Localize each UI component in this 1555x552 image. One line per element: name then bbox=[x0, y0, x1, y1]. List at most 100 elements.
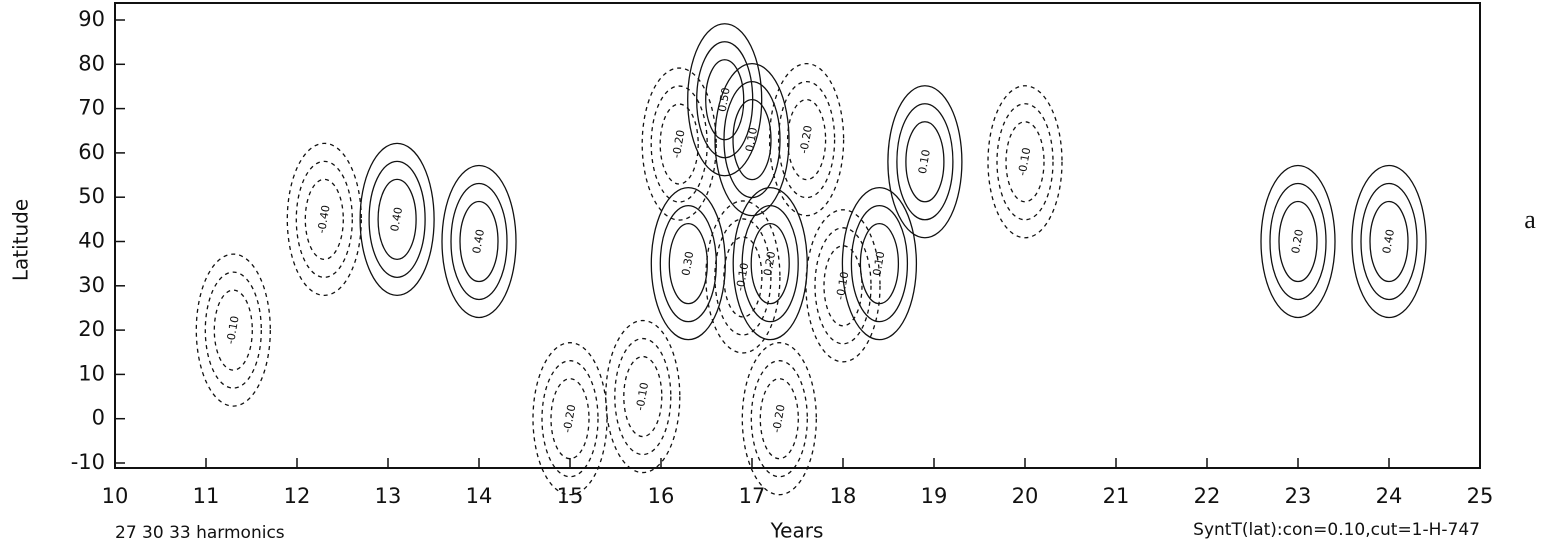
contour-label: -0.10 bbox=[633, 381, 651, 411]
contour-line bbox=[368, 160, 426, 279]
x-axis-label: Years bbox=[770, 519, 824, 543]
x-tick-label: 24 bbox=[1376, 484, 1403, 508]
x-tick-label: 15 bbox=[557, 484, 584, 508]
contour-line bbox=[732, 186, 808, 341]
contour-line bbox=[1005, 121, 1045, 203]
contour-label: -0.10 bbox=[224, 315, 242, 345]
contour-line bbox=[823, 245, 863, 327]
y-tick-label: 20 bbox=[78, 317, 105, 341]
contour-line bbox=[850, 204, 909, 323]
contour-line bbox=[213, 289, 253, 371]
contour-line bbox=[732, 98, 772, 181]
contour-line bbox=[441, 164, 517, 319]
contour-line bbox=[1369, 200, 1409, 283]
x-tick-label: 20 bbox=[1012, 484, 1039, 508]
contour-line bbox=[541, 360, 599, 478]
contour-line bbox=[1351, 164, 1427, 319]
y-tick-label: 70 bbox=[78, 96, 105, 120]
panel-label: a bbox=[1524, 205, 1536, 234]
contour-line bbox=[750, 222, 790, 305]
contour-line bbox=[195, 253, 271, 407]
contour-line bbox=[204, 271, 262, 389]
contour-label: 0.40 bbox=[1380, 228, 1397, 254]
x-tick-label: 11 bbox=[193, 484, 220, 508]
contour-line bbox=[714, 62, 790, 217]
contour-line bbox=[659, 103, 699, 185]
x-tick-label: 18 bbox=[830, 484, 857, 508]
contour-line bbox=[1260, 164, 1336, 319]
y-tick-label: 90 bbox=[78, 7, 105, 31]
contour-label: 0.10 bbox=[870, 250, 887, 276]
contour-label: -0.10 bbox=[734, 262, 752, 292]
contour-label: -0.40 bbox=[315, 204, 333, 234]
contour-line bbox=[841, 186, 918, 341]
contour-line bbox=[1278, 200, 1318, 283]
x-tick-label: 21 bbox=[1103, 484, 1130, 508]
contour-line bbox=[750, 360, 808, 478]
contour-label: -0.20 bbox=[561, 403, 579, 433]
contour-line bbox=[687, 23, 763, 177]
contour-line bbox=[550, 378, 590, 460]
contour-line bbox=[450, 182, 508, 301]
contour-line bbox=[605, 319, 681, 474]
contour-line bbox=[286, 142, 362, 297]
contour-line bbox=[759, 378, 799, 460]
contour-line bbox=[786, 98, 827, 181]
y-tick-label: 80 bbox=[78, 51, 105, 75]
contour-line bbox=[777, 80, 836, 199]
x-tick-label: 17 bbox=[739, 484, 766, 508]
contour-line bbox=[887, 85, 963, 239]
contour-label: -0.20 bbox=[670, 129, 688, 159]
footnote-right: SyntT(lat):con=0.10,cut=1-H-747 bbox=[1193, 520, 1480, 540]
contour-line bbox=[805, 209, 881, 363]
contour-line bbox=[650, 186, 726, 341]
y-tick-label: 30 bbox=[78, 273, 105, 297]
contour-line bbox=[905, 121, 945, 203]
contour-line bbox=[741, 342, 817, 496]
contour-label: 0.40 bbox=[470, 228, 487, 254]
contour-line bbox=[714, 218, 772, 336]
contour-label: 0.30 bbox=[679, 250, 696, 276]
contour-line bbox=[659, 204, 717, 323]
contour-label: -0.10 bbox=[1016, 147, 1034, 177]
contour-label: -0.20 bbox=[797, 124, 815, 154]
y-axis-label: Latitude bbox=[9, 199, 33, 281]
contour-line bbox=[295, 160, 353, 279]
y-tick-label: 10 bbox=[78, 361, 105, 385]
x-tick-label: 12 bbox=[284, 484, 311, 508]
contour-line bbox=[1269, 182, 1327, 301]
x-tick-label: 13 bbox=[375, 484, 402, 508]
x-tick-label: 16 bbox=[648, 484, 675, 508]
contour-line bbox=[814, 227, 872, 345]
contour-line bbox=[896, 103, 954, 221]
contour-line bbox=[641, 67, 717, 221]
y-tick-label: -10 bbox=[71, 450, 105, 474]
contour-line bbox=[377, 178, 417, 261]
contour-line bbox=[705, 59, 745, 141]
contour-line bbox=[987, 85, 1063, 239]
footnote-left: 27 30 33 harmonics bbox=[115, 523, 285, 543]
x-tick-label: 25 bbox=[1467, 484, 1494, 508]
x-tick-label: 19 bbox=[921, 484, 948, 508]
contour-label: 0.40 bbox=[388, 206, 405, 232]
contour-label: 0.20 bbox=[1289, 228, 1306, 254]
y-tick-label: 40 bbox=[78, 229, 105, 253]
x-tick-label: 23 bbox=[1285, 484, 1312, 508]
x-tick-label: 10 bbox=[102, 484, 129, 508]
contour-line bbox=[532, 342, 608, 496]
contour-line bbox=[996, 103, 1054, 221]
contour-line bbox=[614, 337, 672, 456]
contour-label: -0.10 bbox=[834, 271, 852, 301]
plot-frame bbox=[114, 2, 1481, 469]
x-tick-label: 22 bbox=[1194, 484, 1221, 508]
contour-line bbox=[1360, 182, 1418, 301]
contour-line bbox=[304, 178, 344, 261]
contour-label: 0.10 bbox=[916, 148, 933, 174]
contour-line bbox=[623, 355, 663, 438]
y-tick-label: 60 bbox=[78, 140, 105, 164]
contour-label: -0.20 bbox=[770, 403, 788, 433]
contour-line bbox=[459, 200, 499, 283]
contour-line bbox=[705, 200, 781, 354]
contour-label: 0.50 bbox=[716, 86, 733, 112]
